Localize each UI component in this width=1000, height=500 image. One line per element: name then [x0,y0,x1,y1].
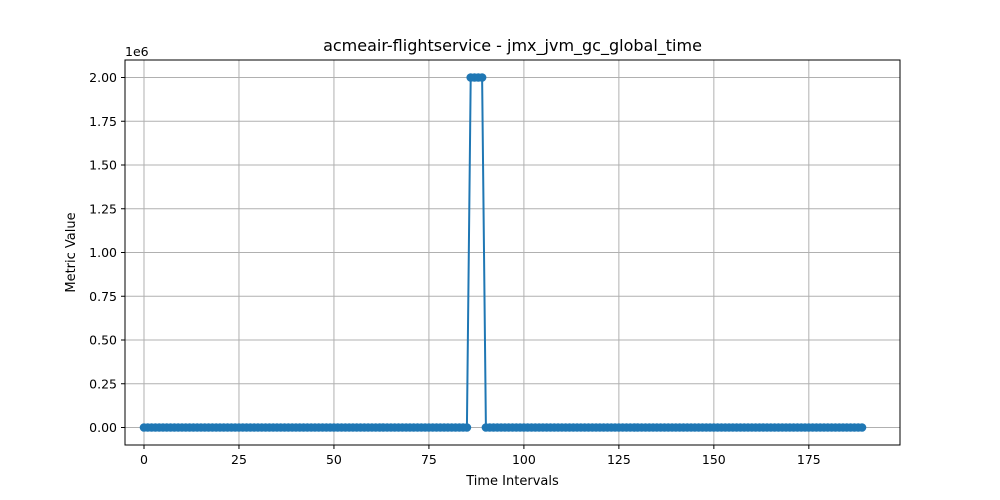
data-point [857,423,867,432]
x-tick-label: 50 [326,452,342,467]
series-layer [139,73,867,432]
x-tick-label: 125 [607,452,631,467]
data-point [462,423,472,432]
y-axis-label: Metric Value [64,212,79,292]
x-axis: 0 25 50 75 100 125 150 175 [140,445,821,467]
x-tick-label: 100 [512,452,536,467]
x-tick-label: 75 [421,452,437,467]
y-tick-label: 2.00 [89,70,117,85]
y-tick-label: 1.00 [89,245,117,260]
y-tick-label: 1.50 [89,158,117,173]
y-tick-label: 1.75 [89,114,117,129]
x-tick-label: 150 [702,452,726,467]
y-tick-label: 0.25 [89,376,117,391]
data-point [477,73,487,82]
x-tick-label: 25 [231,452,247,467]
y-tick-label: 0.50 [89,333,117,348]
y-tick-label: 1.25 [89,201,117,216]
x-tick-label: 0 [140,452,148,467]
chart-title: acmeair-flightservice - jmx_jvm_gc_globa… [323,36,702,56]
y-tick-label: 0.75 [89,289,117,304]
x-axis-label: Time Intervals [465,474,559,489]
x-tick-label: 175 [797,452,821,467]
y-axis: 0.00 0.25 0.50 0.75 1.00 1.25 1.50 1.75 2.00 [89,70,125,435]
y-tick-label: 0.00 [89,420,117,435]
y-axis-offset-label: 1e6 [125,44,149,59]
